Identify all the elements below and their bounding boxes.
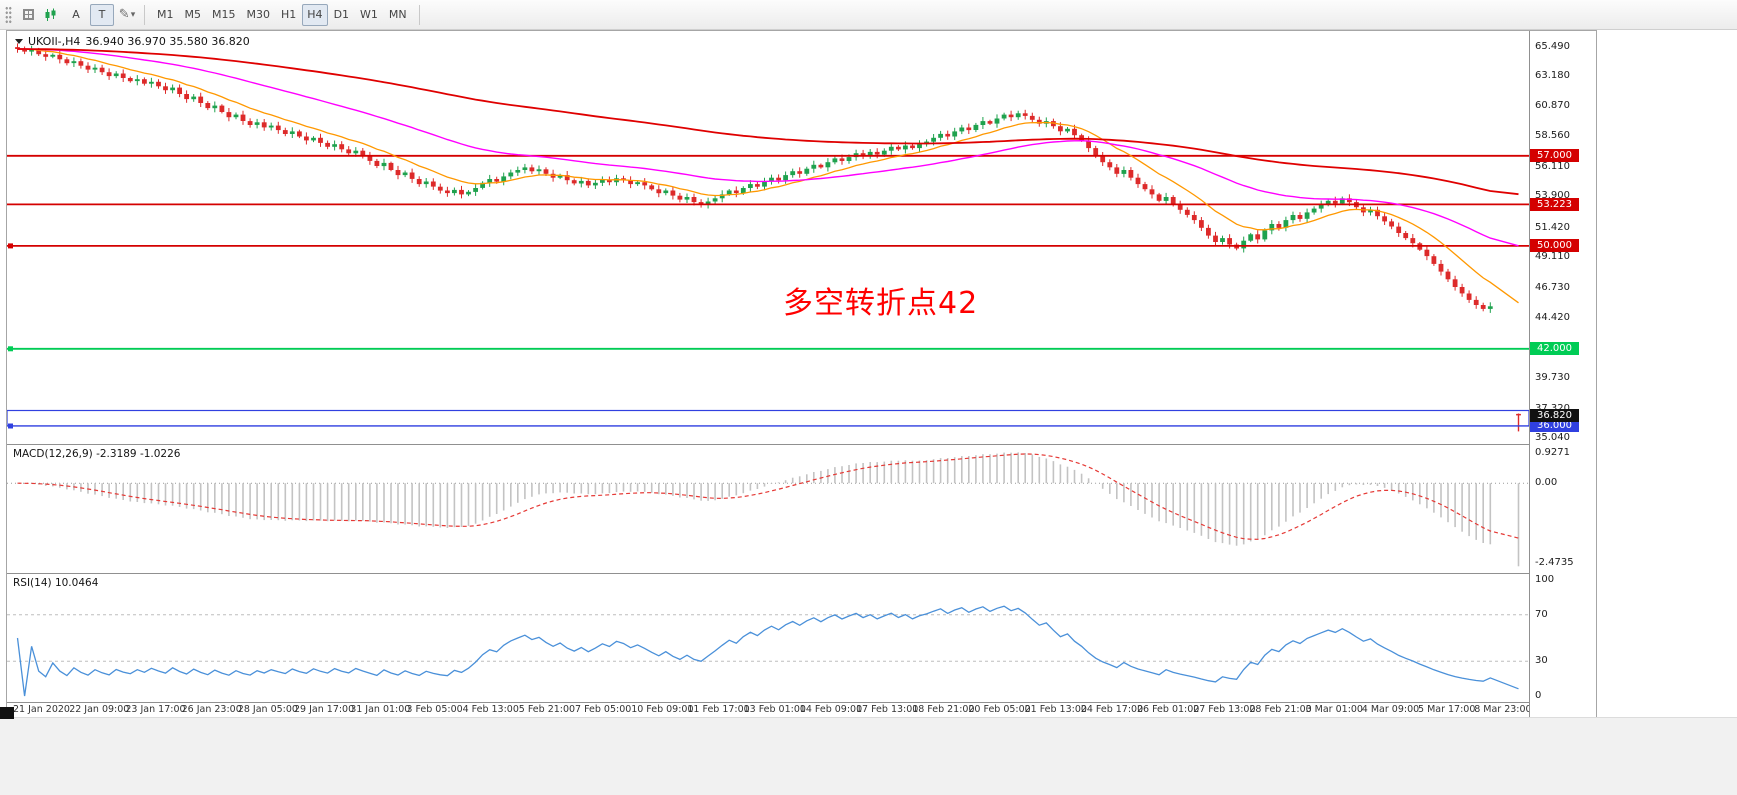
price-axis-tick: 39.730 xyxy=(1535,372,1570,383)
current-price-label: 36.820 xyxy=(1530,409,1579,422)
time-axis-label: 5 Feb 21:00 xyxy=(518,704,576,715)
time-axis-label: 24 Feb 17:00 xyxy=(1080,704,1144,715)
time-axis-label: 21 Jan 2020 xyxy=(13,704,70,715)
time-axis-label: 27 Feb 13:00 xyxy=(1193,704,1256,715)
timeframe-button-m15[interactable]: M15 xyxy=(212,8,236,21)
draw-tool-icon[interactable]: ✎ ▾ xyxy=(118,7,136,22)
time-axis-label: 31 Jan 01:00 xyxy=(350,704,411,715)
time-axis-label: 23 Jan 17:00 xyxy=(125,704,186,715)
price-axis-tick: 44.420 xyxy=(1535,312,1570,323)
macd-indicator-label: MACD(12,26,9) -2.3189 -1.0226 xyxy=(13,448,181,460)
time-axis-label: 3 Mar 01:00 xyxy=(1305,704,1363,715)
timeframe-button-m1[interactable]: M1 xyxy=(157,8,174,21)
timeframe-button-h4[interactable]: H4 xyxy=(302,3,328,26)
toolbar-divider xyxy=(144,4,145,25)
corner-box xyxy=(0,707,14,719)
grid-glyph xyxy=(22,9,34,20)
timeframe-button-d1[interactable]: D1 xyxy=(333,8,350,21)
symbol-dropdown-icon[interactable] xyxy=(15,39,23,44)
macd-zero-label: 0.00 xyxy=(1535,477,1558,488)
hline-price-label: 36.000 xyxy=(1530,419,1579,432)
time-axis-label: 17 Feb 13:00 xyxy=(856,704,919,715)
rsi-indicator-label: RSI(14) 10.0464 xyxy=(13,577,99,589)
candlestick-glyph xyxy=(45,8,56,21)
grid-icon[interactable] xyxy=(18,4,38,26)
price-axis-tick: 58.560 xyxy=(1535,130,1570,141)
price-axis-tick: 51.420 xyxy=(1535,222,1570,233)
price-axis-tick: 65.490 xyxy=(1535,41,1570,52)
hline-price-label: 42.000 xyxy=(1530,342,1579,355)
chart-window: UKOIl-,H4 36.940 36.970 35.580 36.820 MA… xyxy=(6,30,1597,717)
time-axis-label: 3 Feb 05:00 xyxy=(406,704,463,715)
tool-button-a[interactable]: A xyxy=(72,8,80,21)
chart-title: UKOIl-,H4 36.940 36.970 35.580 36.820 xyxy=(15,35,250,48)
time-axis-label: 20 Feb 05:00 xyxy=(968,704,1031,715)
price-chart-canvas[interactable] xyxy=(7,31,1529,444)
tool-button-t[interactable]: T xyxy=(90,3,114,26)
macd-min-label: -2.4735 xyxy=(1535,557,1574,568)
price-axis-tick: 60.870 xyxy=(1535,100,1570,111)
time-axis-label: 26 Feb 01:00 xyxy=(1137,704,1200,715)
price-axis-tick: 35.040 xyxy=(1535,432,1570,443)
price-axis-tick: 53.900 xyxy=(1535,190,1570,201)
time-axis-label: 13 Feb 01:00 xyxy=(743,704,806,715)
time-axis-label: 4 Mar 09:00 xyxy=(1361,704,1420,715)
timeframe-button-mn[interactable]: MN xyxy=(388,8,407,21)
annotation-text: 多空转折点42 xyxy=(783,286,979,321)
rsi-level-label: 100 xyxy=(1535,574,1555,585)
time-axis-label: 22 Jan 09:00 xyxy=(69,704,130,715)
time-axis-label: 11 Feb 17:00 xyxy=(687,704,750,715)
pane-separator[interactable] xyxy=(7,444,1529,445)
rsi-level-label: 0 xyxy=(1535,690,1542,701)
hline-price-label: 57.000 xyxy=(1530,149,1579,162)
time-axis-label: 10 Feb 09:00 xyxy=(631,704,694,715)
hline-price-label: 53.223 xyxy=(1530,198,1579,211)
rsi-level-label: 30 xyxy=(1535,655,1548,666)
price-axis-tick: 56.110 xyxy=(1535,161,1570,172)
macd-pane-canvas[interactable] xyxy=(7,445,1529,573)
caret-down-icon: ▾ xyxy=(130,9,136,20)
timeframe-button-h1[interactable]: H1 xyxy=(281,8,297,21)
timeframe-button-w1[interactable]: W1 xyxy=(360,8,378,21)
price-axis-tick: 37.320 xyxy=(1535,403,1570,415)
time-axis-label: 21 Feb 13:00 xyxy=(1024,704,1087,715)
time-axis-label: 28 Feb 21:00 xyxy=(1249,704,1312,715)
chart-symbol-timeframe: UKOIl-,H4 xyxy=(28,35,81,48)
price-axis[interactable]: 65.490 63.180 60.870 58.560 56.110 53.900 51.4… xyxy=(1529,31,1596,717)
time-axis-label: 18 Feb 21:00 xyxy=(912,704,975,715)
window-footer xyxy=(0,717,1737,795)
toolbar-divider xyxy=(418,4,420,25)
time-axis[interactable]: 21 Jan 2020 22 Jan 09:00 23 Jan 17:00 26 Ja… xyxy=(7,703,1532,717)
timeframe-button-m5[interactable]: M5 xyxy=(184,8,202,21)
rsi-level-label: 70 xyxy=(1535,609,1548,620)
timeframe-button-m30[interactable]: M30 xyxy=(246,8,271,21)
time-axis-label: 14 Feb 09:00 xyxy=(799,704,863,715)
rsi-pane-canvas[interactable] xyxy=(7,574,1529,702)
time-axis-label: 8 Mar 23:00 xyxy=(1474,704,1532,715)
toolbar-grip[interactable] xyxy=(5,5,12,24)
chart-ohlc-values: 36.940 36.970 35.580 36.820 xyxy=(85,35,250,48)
time-axis-label: 5 Mar 17:00 xyxy=(1418,704,1476,715)
timeframe-button-group: M1 M5 M15 M30 H1 H4 D1 W1 MN xyxy=(152,3,412,26)
pane-separator xyxy=(7,702,1529,703)
price-axis-tick: 49.110 xyxy=(1535,251,1570,262)
time-axis-label: 4 Feb 13:00 xyxy=(462,704,519,715)
price-axis-tick: 46.730 xyxy=(1535,282,1570,293)
time-axis-label: 29 Jan 17:00 xyxy=(294,704,355,715)
time-axis-label: 28 Jan 05:00 xyxy=(237,704,298,715)
pane-separator[interactable] xyxy=(7,573,1529,574)
price-axis-tick: 63.180 xyxy=(1535,70,1570,81)
macd-max-label: 0.9271 xyxy=(1535,447,1570,458)
time-axis-label: 7 Feb 05:00 xyxy=(575,704,632,715)
hline-price-label: 50.000 xyxy=(1530,239,1579,252)
new-chart-icon[interactable] xyxy=(41,4,61,26)
time-axis-label: 26 Jan 23:00 xyxy=(181,704,242,715)
